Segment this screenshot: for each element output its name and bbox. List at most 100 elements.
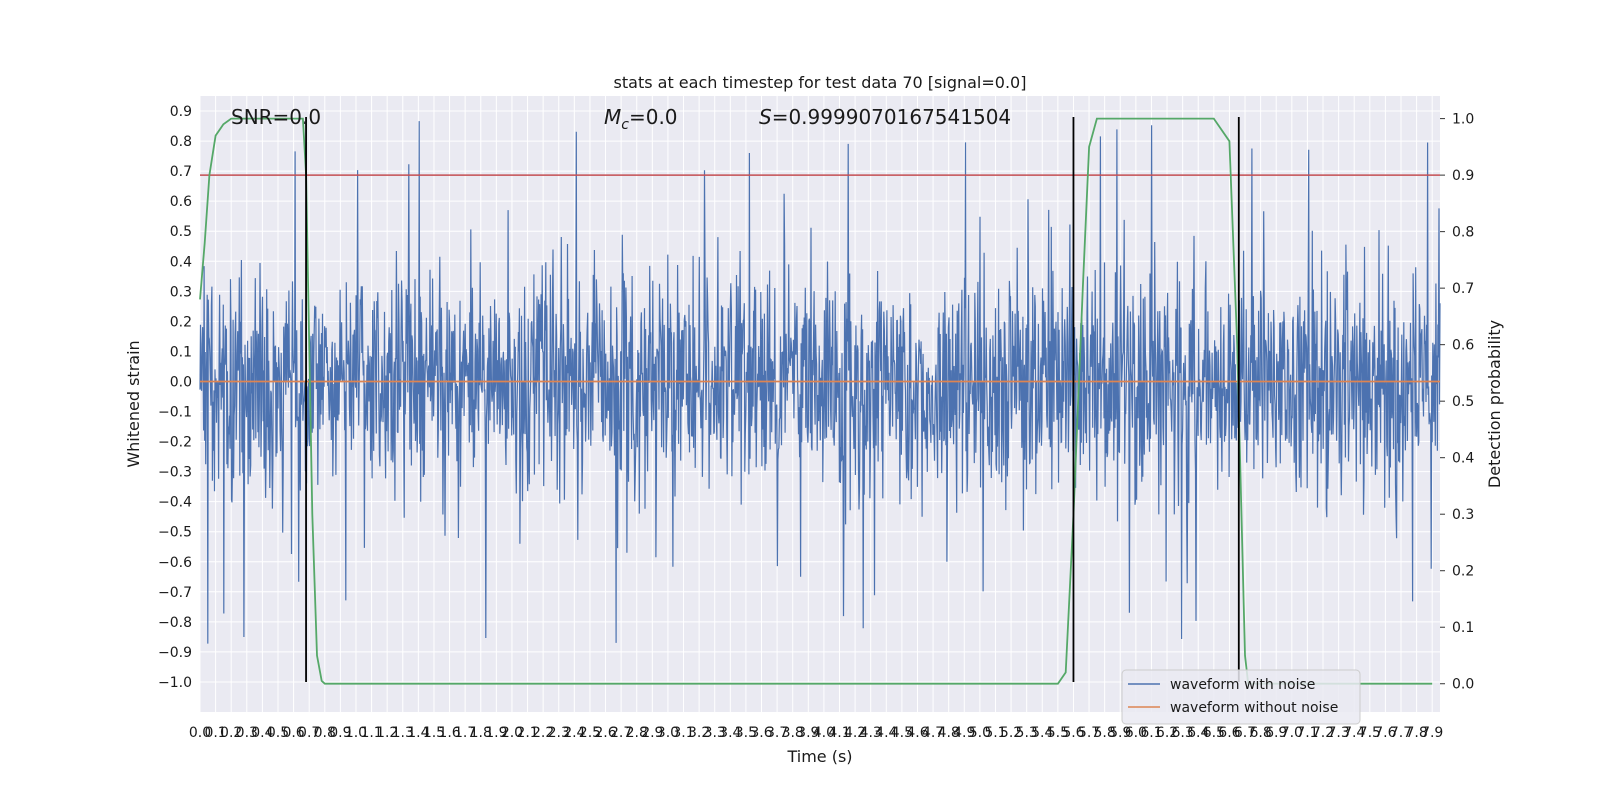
y-axis-right: 1.0 0.9 0.8 0.7 0.6 0.5 0.4 0.3 0.2 0.1 0.0 <box>1440 112 1474 693</box>
x-tick-25: 2.5 <box>579 725 601 741</box>
y-tick-left-17: −0.8 <box>158 615 192 631</box>
x-tick-66: 6.6 <box>1218 725 1240 741</box>
x-tick-22: 2.2 <box>532 725 554 741</box>
x-tick-18: 1.8 <box>470 725 492 741</box>
x-tick-44: 4.4 <box>875 725 897 741</box>
y-tick-right-8: 0.2 <box>1452 564 1474 580</box>
x-tick-8: 0.8 <box>314 725 336 741</box>
legend-label-waveform-with-noise: waveform with noise <box>1170 677 1315 693</box>
x-tick-67: 6.7 <box>1234 725 1256 741</box>
y-tick-left-5: 0.4 <box>170 254 192 270</box>
y-tick-left-6: 0.3 <box>170 284 192 300</box>
x-tick-6: 0.6 <box>282 725 304 741</box>
x-tick-46: 4.6 <box>906 725 928 741</box>
x-tick-78: 7.8 <box>1405 725 1427 741</box>
x-tick-62: 6.2 <box>1156 725 1178 741</box>
x-tick-53: 5.3 <box>1016 725 1038 741</box>
x-tick-0: 0.0 <box>189 725 211 741</box>
y-tick-right-3: 0.7 <box>1452 281 1474 297</box>
y-tick-left-11: −0.2 <box>158 435 192 451</box>
x-tick-23: 2.3 <box>548 725 570 741</box>
chart-title: stats at each timestep for test data 70 … <box>614 73 1027 92</box>
x-tick-20: 2.0 <box>501 725 523 741</box>
y-axis-left: 0.9 0.8 0.7 0.6 0.5 0.4 0.3 0.2 0.1 0.0 −0.1 −0.2 −0… <box>158 104 192 691</box>
x-tick-30: 3.0 <box>657 725 679 741</box>
series-line-detection-probability <box>199 117 1433 685</box>
x-tick-43: 4.3 <box>860 725 882 741</box>
x-tick-9: 0.9 <box>329 725 351 741</box>
x-tick-45: 4.5 <box>891 725 913 741</box>
x-tick-60: 6.0 <box>1125 725 1147 741</box>
x-tick-29: 2.9 <box>641 725 663 741</box>
x-tick-27: 2.7 <box>610 725 632 741</box>
x-tick-47: 4.7 <box>922 725 944 741</box>
y-tick-right-10: 0.0 <box>1452 677 1474 693</box>
x-tick-24: 2.4 <box>563 725 585 741</box>
x-tick-77: 7.7 <box>1390 725 1412 741</box>
y-tick-right-0: 1.0 <box>1452 112 1474 128</box>
x-tick-2: 0.2 <box>220 725 242 741</box>
x-tick-75: 7.5 <box>1359 725 1381 741</box>
x-tick-63: 6.3 <box>1172 725 1194 741</box>
y-tick-right-7: 0.3 <box>1452 507 1474 523</box>
x-tick-64: 6.4 <box>1187 725 1209 741</box>
y-tick-left-18: −0.9 <box>158 645 192 661</box>
y-tick-right-4: 0.6 <box>1452 338 1474 354</box>
x-tick-74: 7.4 <box>1343 725 1365 741</box>
annotation-detection-statistic: S=0.9999070167541504 <box>759 105 1011 129</box>
x-tick-68: 6.8 <box>1249 725 1271 741</box>
x-tick-48: 4.8 <box>938 725 960 741</box>
x-tick-54: 5.4 <box>1031 725 1053 741</box>
x-tick-69: 6.9 <box>1265 725 1287 741</box>
y-tick-left-7: 0.2 <box>170 314 192 330</box>
x-tick-55: 5.5 <box>1047 725 1069 741</box>
x-tick-10: 1.0 <box>345 725 367 741</box>
x-axis-label: Time (s) <box>786 747 852 766</box>
x-tick-59: 5.9 <box>1109 725 1131 741</box>
x-tick-35: 3.5 <box>735 725 757 741</box>
y-tick-left-15: −0.6 <box>158 555 192 571</box>
x-tick-3: 0.3 <box>236 725 258 741</box>
x-tick-7: 0.7 <box>298 725 320 741</box>
x-tick-49: 4.9 <box>953 725 975 741</box>
x-tick-72: 7.2 <box>1312 725 1334 741</box>
y-tick-right-2: 0.8 <box>1452 225 1474 241</box>
legend-box <box>1121 669 1361 725</box>
noise-series <box>199 121 1441 644</box>
y-tick-left-0: 0.9 <box>170 104 192 120</box>
x-tick-34: 3.4 <box>719 725 741 741</box>
y-tick-left-8: 0.1 <box>170 344 192 360</box>
x-tick-79: 7.9 <box>1421 725 1443 741</box>
x-tick-15: 1.5 <box>423 725 445 741</box>
x-tick-41: 4.1 <box>828 725 850 741</box>
legend-label-waveform-without-noise: waveform without noise <box>1170 700 1338 716</box>
y-tick-left-14: −0.5 <box>158 525 192 541</box>
x-tick-40: 4.0 <box>813 725 835 741</box>
annotation-chirp-mass: Mc=0.0 <box>604 105 678 133</box>
x-tick-1: 0.1 <box>204 725 226 741</box>
x-tick-21: 2.1 <box>516 725 538 741</box>
x-tick-26: 2.6 <box>594 725 616 741</box>
y-tick-left-16: −0.7 <box>158 585 192 601</box>
x-tick-76: 7.6 <box>1374 725 1396 741</box>
y-tick-right-6: 0.4 <box>1452 451 1474 467</box>
x-tick-14: 1.4 <box>407 725 429 741</box>
y-tick-left-10: −0.1 <box>158 405 192 421</box>
x-tick-19: 1.9 <box>485 725 507 741</box>
x-tick-39: 3.9 <box>797 725 819 741</box>
x-tick-12: 1.2 <box>376 725 398 741</box>
x-tick-33: 3.3 <box>704 725 726 741</box>
x-tick-70: 7.0 <box>1281 725 1303 741</box>
y-axis-label-left: Whitened strain <box>124 340 143 467</box>
x-tick-52: 5.2 <box>1000 725 1022 741</box>
series-line-waveform-with-noise <box>199 121 1441 644</box>
y-tick-left-19: −1.0 <box>158 675 192 691</box>
y-tick-left-13: −0.4 <box>158 495 192 511</box>
y-tick-left-1: 0.8 <box>170 134 192 150</box>
y-tick-right-1: 0.9 <box>1452 168 1474 184</box>
x-tick-16: 1.6 <box>438 725 460 741</box>
y-tick-right-5: 0.5 <box>1452 394 1474 410</box>
y-tick-left-4: 0.5 <box>170 224 192 240</box>
x-tick-17: 1.7 <box>454 725 476 741</box>
